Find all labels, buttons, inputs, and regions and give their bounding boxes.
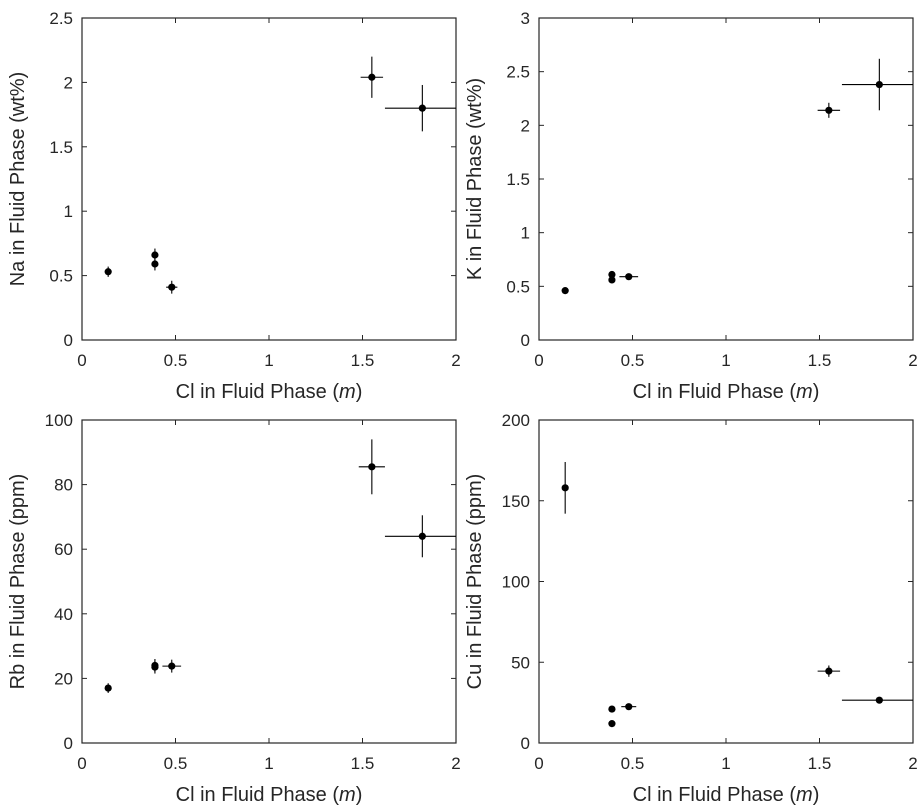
x-axis-label: Cl in Fluid Phase (m) xyxy=(176,784,363,806)
y-tick-label: 0 xyxy=(521,734,530,753)
x-tick-label: 2 xyxy=(451,351,460,370)
y-tick-label: 150 xyxy=(502,492,530,511)
x-axis-label: Cl in Fluid Phase (m) xyxy=(633,784,820,806)
data-point xyxy=(368,463,376,471)
data-point xyxy=(418,104,426,112)
y-axis-label: Cu in Fluid Phase (ppm) xyxy=(464,474,486,690)
y-tick-label: 1.5 xyxy=(506,170,530,189)
x-axis-label: Cl in Fluid Phase (m) xyxy=(633,381,820,403)
y-tick-label: 40 xyxy=(54,605,73,624)
data-point xyxy=(151,260,159,268)
data-point xyxy=(151,661,159,670)
x-tick-label: 1.5 xyxy=(808,754,832,773)
y-tick-label: 100 xyxy=(502,573,530,592)
data-point xyxy=(608,720,616,728)
x-tick-label: 0 xyxy=(77,754,86,773)
data-point xyxy=(104,268,112,276)
y-tick-label: 0 xyxy=(64,734,73,753)
y-axis-label: Na in Fluid Phase (wt%) xyxy=(7,72,29,287)
data-point xyxy=(561,287,569,295)
y-tick-label: 1 xyxy=(521,224,530,243)
data-point xyxy=(608,705,616,713)
chart-panel-1: 0 0.5 1 1.5 2 0 0.5 1 1.5 2 2.5 Cl in Fluid Phase (… xyxy=(7,9,461,403)
data-point xyxy=(418,532,426,540)
x-tick-label: 2 xyxy=(908,351,917,370)
y-tick-label: 1.5 xyxy=(49,138,73,157)
y-axis-label: Rb in Fluid Phase (ppm) xyxy=(7,474,29,690)
y-tick-label: 2 xyxy=(521,116,530,135)
y-tick-label: 2 xyxy=(64,73,73,92)
x-tick-label: 0 xyxy=(77,351,86,370)
data-point xyxy=(151,251,159,259)
y-tick-label: 1 xyxy=(64,202,73,221)
data-point xyxy=(608,270,616,279)
data-point xyxy=(168,283,176,291)
data-point xyxy=(104,684,112,692)
axes-box xyxy=(81,17,457,341)
y-tick-label: 0.5 xyxy=(49,267,73,286)
y-tick-label: 0 xyxy=(64,331,73,350)
y-tick-label: 0 xyxy=(521,331,530,350)
data-point xyxy=(168,662,176,670)
x-tick-label: 0 xyxy=(534,754,543,773)
y-tick-label: 3 xyxy=(521,9,530,28)
axes-box xyxy=(81,419,457,744)
x-tick-label: 2 xyxy=(451,754,460,773)
y-tick-label: 60 xyxy=(54,540,73,559)
y-tick-label: 20 xyxy=(54,669,73,688)
x-tick-label: 1.5 xyxy=(351,754,375,773)
y-tick-label: 100 xyxy=(45,411,73,430)
data-point xyxy=(561,484,569,492)
y-tick-label: 200 xyxy=(502,411,530,430)
data-point xyxy=(608,276,616,284)
data-point xyxy=(368,73,376,81)
x-tick-label: 0 xyxy=(534,351,543,370)
x-tick-label: 1 xyxy=(264,754,273,773)
x-tick-label: 1.5 xyxy=(351,351,375,370)
y-tick-label: 80 xyxy=(54,476,73,495)
data-point xyxy=(625,703,633,711)
x-tick-label: 0.5 xyxy=(164,754,188,773)
x-tick-label: 1 xyxy=(264,351,273,370)
y-tick-label: 50 xyxy=(511,653,530,672)
x-tick-label: 0.5 xyxy=(621,351,645,370)
x-tick-label: 1.5 xyxy=(808,351,832,370)
x-axis-label: Cl in Fluid Phase (m) xyxy=(176,381,363,403)
y-tick-label: 0.5 xyxy=(506,277,530,296)
x-tick-label: 2 xyxy=(908,754,917,773)
chart-panel-2: 0 0.5 1 1.5 2 0 0.5 1 1.5 2 2.5 3 Cl in Fluid Phase … xyxy=(464,9,918,403)
y-tick-label: 2.5 xyxy=(506,63,530,82)
data-point xyxy=(825,106,833,114)
y-axis-label: K in Fluid Phase (wt%) xyxy=(464,78,486,280)
y-tick-label: 2.5 xyxy=(49,9,73,28)
axes-box xyxy=(538,419,914,744)
data-point xyxy=(875,696,883,704)
data-point xyxy=(625,273,633,281)
x-tick-label: 0.5 xyxy=(621,754,645,773)
chart-panel-4: 0 0.5 1 1.5 2 0 50 100 150 200 Cl in Fluid Phase (… xyxy=(464,411,918,806)
data-point xyxy=(875,80,883,89)
x-tick-label: 1 xyxy=(721,351,730,370)
x-tick-label: 0.5 xyxy=(164,351,188,370)
axes-box xyxy=(538,17,914,341)
data-point xyxy=(825,667,833,675)
x-tick-label: 1 xyxy=(721,754,730,773)
